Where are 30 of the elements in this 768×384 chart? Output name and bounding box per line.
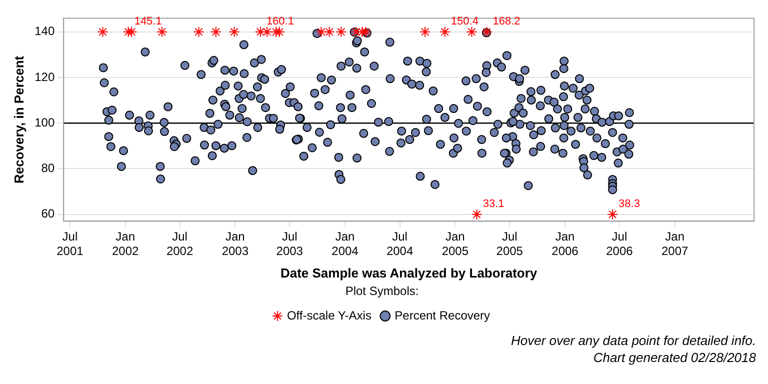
x-tick-label: Jan 2003 — [222, 230, 249, 258]
x-tick-label: Jul 2006 — [606, 230, 634, 258]
annotation: 33.1 — [482, 198, 504, 210]
text: Hover over any data point for detailed info. — [510, 332, 756, 349]
x-tick-label: Jul 2005 — [496, 230, 524, 258]
annotation: 145.1 — [134, 15, 162, 28]
annotation: 38.3 — [618, 198, 640, 210]
x-tick-label: Jan 2007 — [662, 230, 689, 258]
legend-label: Percent Recovery — [394, 308, 490, 322]
x-axis-title: Date Sample was Analyzed by Laboratory — [280, 265, 538, 280]
x-tick-label: Jul 2004 — [386, 230, 414, 258]
y-tick-label: 120 — [34, 70, 55, 84]
annotation: 160.1 — [266, 15, 294, 28]
x-tick-label: Jan 2004 — [332, 230, 359, 258]
text: Chart generated 02/28/2018 — [592, 349, 756, 366]
y-tick-label: 140 — [34, 24, 55, 38]
annotation: 150.4 — [450, 15, 478, 28]
x-tick-label: Jul 2002 — [166, 230, 194, 258]
x-tick-label: Jul 2003 — [276, 230, 304, 258]
x-tick-label: Jan 2006 — [552, 230, 579, 258]
y-tick-label: 80 — [41, 161, 55, 176]
x-tick-label: Jan 2002 — [112, 230, 139, 258]
legend-title: Plot Symbols: — [345, 284, 419, 298]
legend-label: Off-scale Y-Axis — [286, 308, 372, 322]
y-axis-title: Recovery, in Percent — [11, 55, 26, 184]
x-tick-label: Jan 2005 — [442, 230, 469, 258]
y-tick-label: 60 — [41, 206, 55, 221]
y-tick-label: 100 — [34, 115, 55, 130]
annotation: 168.2 — [492, 15, 520, 28]
x-tick-label: Jul 2001 — [56, 230, 84, 258]
